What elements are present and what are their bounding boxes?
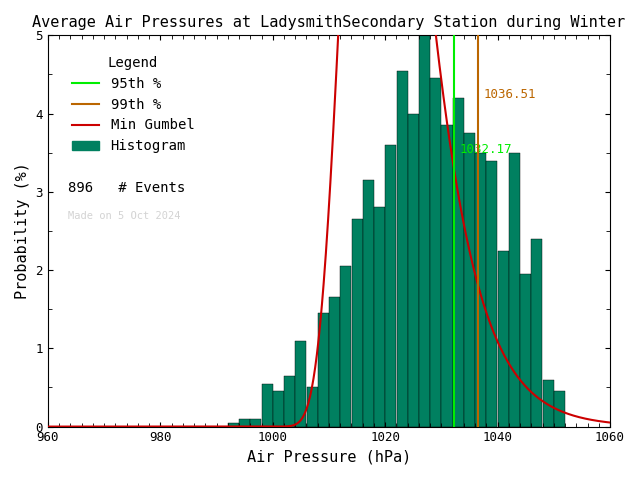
Bar [464, 133, 475, 427]
Bar [543, 380, 554, 427]
Legend: 95th %, 99th %, Min Gumbel, Histogram: 95th %, 99th %, Min Gumbel, Histogram [66, 50, 200, 159]
Bar [430, 78, 441, 427]
Bar [385, 145, 396, 427]
Y-axis label: Probability (%): Probability (%) [15, 163, 30, 300]
Bar [442, 125, 452, 427]
Text: 1032.17: 1032.17 [459, 143, 512, 156]
Bar [452, 98, 464, 427]
Bar [250, 419, 261, 427]
Bar [273, 391, 284, 427]
Bar [284, 376, 295, 427]
Text: 896   # Events: 896 # Events [68, 181, 185, 195]
Bar [351, 219, 363, 427]
Bar [509, 153, 520, 427]
Bar [419, 36, 430, 427]
Bar [318, 313, 329, 427]
Bar [295, 340, 307, 427]
Bar [363, 180, 374, 427]
Bar [476, 153, 486, 427]
Bar [307, 387, 317, 427]
Text: Made on 5 Oct 2024: Made on 5 Oct 2024 [68, 211, 180, 221]
Bar [228, 423, 239, 427]
Title: Average Air Pressures at LadysmithSecondary Station during Winter: Average Air Pressures at LadysmithSecond… [33, 15, 625, 30]
Bar [329, 298, 340, 427]
Bar [486, 160, 497, 427]
Bar [239, 419, 250, 427]
Bar [340, 266, 351, 427]
Bar [397, 71, 408, 427]
Bar [498, 251, 509, 427]
Bar [531, 239, 543, 427]
Bar [262, 384, 273, 427]
Bar [374, 207, 385, 427]
Bar [520, 274, 531, 427]
Bar [408, 114, 419, 427]
X-axis label: Air Pressure (hPa): Air Pressure (hPa) [247, 450, 411, 465]
Bar [554, 391, 565, 427]
Text: 1036.51: 1036.51 [484, 88, 536, 101]
